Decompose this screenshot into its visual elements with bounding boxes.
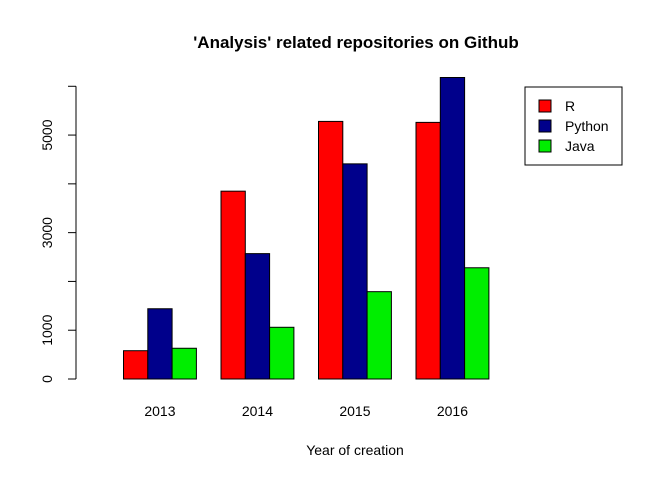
x-tick-labels: 2013 2014 2015 2016	[144, 403, 468, 419]
chart-title: 'Analysis' related repositories on Githu…	[193, 33, 519, 52]
legend-label-r: R	[565, 98, 575, 114]
legend-swatch-python	[538, 119, 552, 133]
y-tick-label: 5000	[39, 119, 55, 150]
bar-java-2015	[366, 291, 392, 380]
bars-group	[123, 77, 490, 380]
x-tick-label: 2014	[242, 403, 273, 419]
bar-java-2013	[171, 347, 197, 380]
bar-java-2016	[464, 267, 490, 380]
bar-r-2015	[318, 120, 344, 380]
legend-swatch-java	[538, 139, 552, 153]
legend-label-java: Java	[565, 138, 595, 154]
legend: R Python Java	[524, 86, 623, 166]
bar-python-2013	[147, 308, 173, 380]
y-tick-label: 3000	[39, 217, 55, 248]
x-tick-label: 2013	[144, 403, 175, 419]
x-axis-label: Year of creation	[306, 442, 404, 458]
x-tick-label: 2016	[437, 403, 468, 419]
legend-swatch-r	[538, 99, 552, 113]
bar-python-2014	[244, 253, 271, 380]
y-tick-label: 0	[39, 375, 55, 383]
bar-python-2016	[439, 77, 466, 380]
y-tick-label: 1000	[39, 314, 55, 345]
bar-r-2013	[123, 350, 149, 380]
bar-python-2015	[342, 163, 368, 380]
y-axis: 0 1000 3000 5000	[39, 85, 77, 383]
legend-label-python: Python	[565, 118, 609, 134]
bar-r-2014	[220, 190, 246, 380]
x-tick-label: 2015	[339, 403, 370, 419]
bar-r-2016	[415, 121, 441, 380]
bar-java-2014	[269, 326, 295, 380]
